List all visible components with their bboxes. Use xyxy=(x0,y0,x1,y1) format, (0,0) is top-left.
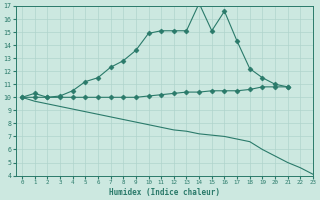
X-axis label: Humidex (Indice chaleur): Humidex (Indice chaleur) xyxy=(109,188,220,197)
